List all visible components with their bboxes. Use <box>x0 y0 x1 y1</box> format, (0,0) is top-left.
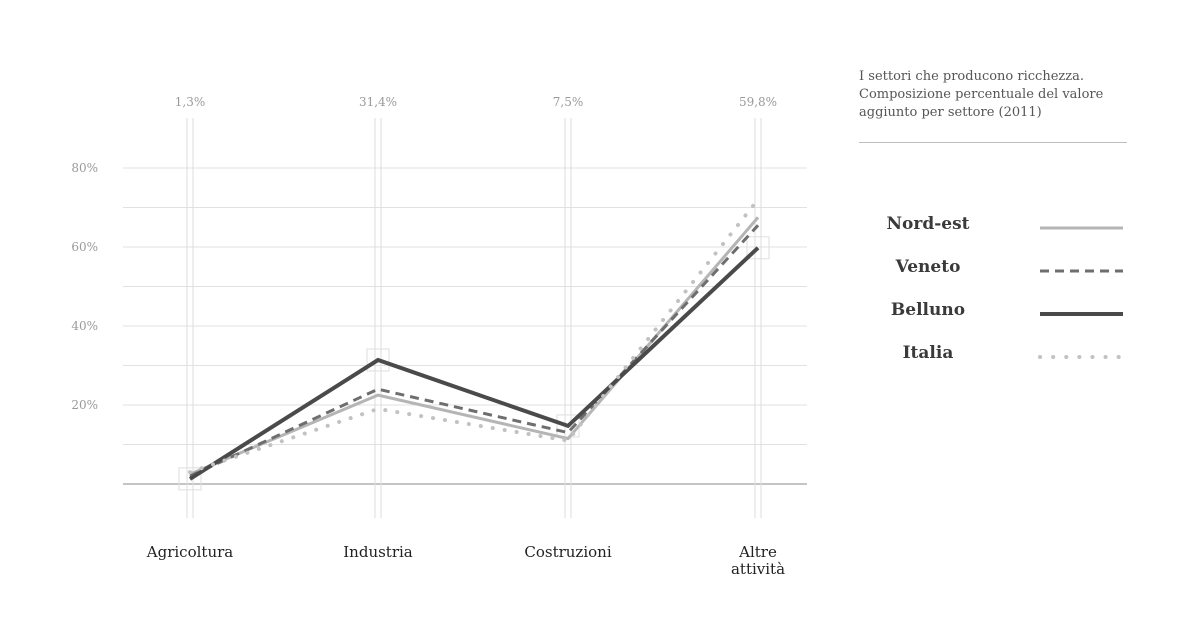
legend-label: Italia <box>902 343 954 363</box>
series-line-italia <box>188 197 760 475</box>
x-tick-label: attività <box>731 560 785 578</box>
top-value-label: 1,3% <box>175 95 206 109</box>
legend-item-veneto: Veneto <box>860 257 1130 300</box>
chart-title-line: I settori che producono ricchezza. <box>859 69 1084 84</box>
top-value-label: 59,8% <box>739 95 777 109</box>
legend-swatch-nord-est <box>1040 226 1123 230</box>
legend: Nord-est Veneto Belluno Italia <box>860 214 1130 386</box>
top-value-label: 31,4% <box>359 95 397 109</box>
legend-item-nord-est: Nord-est <box>860 214 1130 257</box>
y-tick-label: 80% <box>71 161 98 175</box>
x-tick-label: Industria <box>343 543 413 561</box>
y-tick-label: 40% <box>71 319 98 333</box>
belluno-value-boxes <box>178 236 770 491</box>
legend-item-belluno: Belluno <box>860 300 1130 343</box>
legend-label: Veneto <box>895 257 961 277</box>
category-guides <box>186 118 762 518</box>
legend-swatch-veneto <box>1040 269 1123 273</box>
y-tick-label: 20% <box>71 398 98 412</box>
x-tick-label: Altre <box>738 543 777 561</box>
chart-title-line: Composizione percentuale del valore <box>859 87 1104 102</box>
value-box <box>366 348 390 372</box>
top-value-label: 7,5% <box>553 95 584 109</box>
legend-swatch-italia <box>1038 355 1125 359</box>
value-box <box>746 236 770 260</box>
grid <box>123 167 807 485</box>
legend-swatch-belluno <box>1040 312 1123 316</box>
legend-label: Belluno <box>890 300 966 320</box>
y-tick-label: 60% <box>71 240 98 254</box>
legend-item-italia: Italia <box>860 343 1130 386</box>
x-tick-label: Agricoltura <box>146 543 233 561</box>
axis-labels: 20% 40% 60% 80% 1,3% 31,4% 7,5% 59,8% Agricoltur… <box>71 95 785 578</box>
chart-title-line: aggiunto per settore (2011) <box>859 105 1042 120</box>
x-tick-label: Costruzioni <box>524 543 611 561</box>
series-lines <box>188 197 760 481</box>
chart-title: I settori che producono ricchezza. Compo… <box>859 68 1139 122</box>
series-line-veneto <box>189 224 760 478</box>
series-line-belluno <box>188 246 760 481</box>
legend-label: Nord-est <box>886 214 970 234</box>
value-box <box>178 467 202 491</box>
title-divider <box>859 142 1127 143</box>
